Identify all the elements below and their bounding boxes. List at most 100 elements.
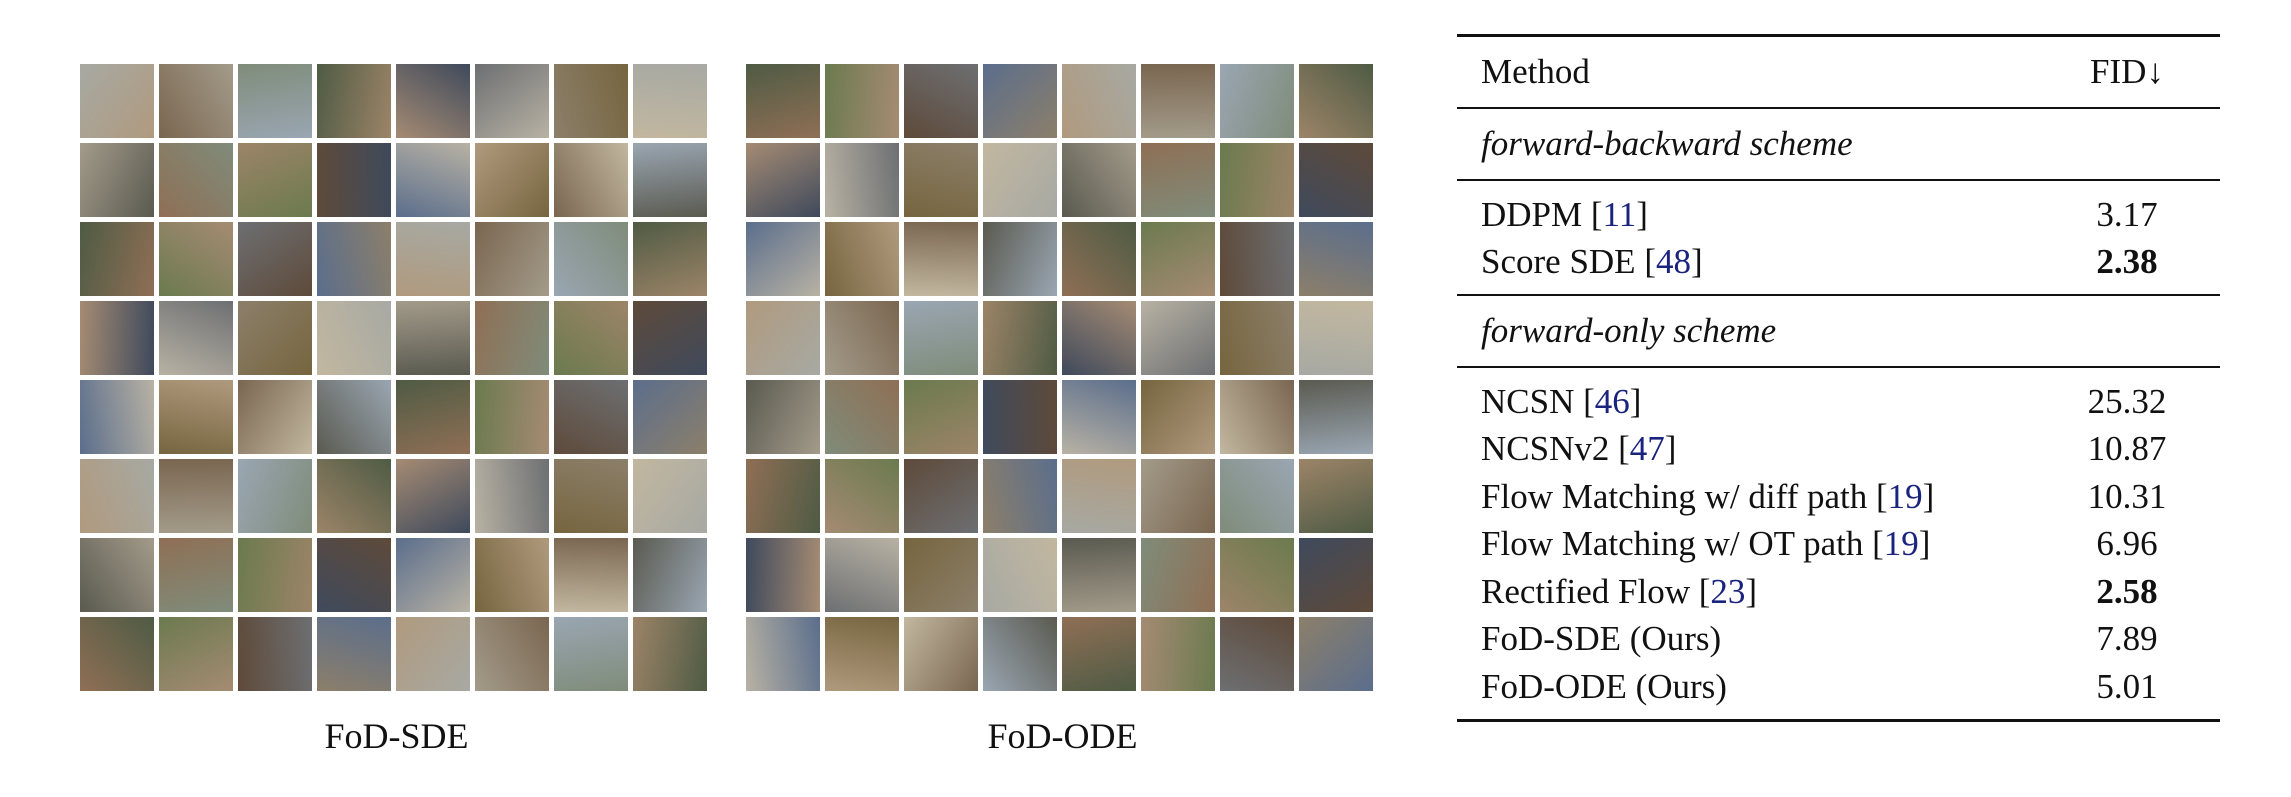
sample-image-tile	[1062, 617, 1136, 691]
header-fid: FID↓	[2090, 52, 2164, 91]
method-name: FoD-ODE (Ours)	[1481, 666, 1727, 706]
sample-image-tile	[396, 459, 470, 533]
fid-value: 10.87	[2087, 429, 2167, 469]
fid-value: 10.31	[2087, 476, 2167, 516]
section-rule	[1457, 366, 2220, 368]
sample-image-tile	[746, 617, 820, 691]
sample-image-tile	[633, 222, 707, 296]
sample-image-tile	[825, 617, 899, 691]
sample-grid-fod-sde	[80, 64, 707, 691]
sample-image-tile	[238, 222, 312, 296]
sample-image-tile	[825, 64, 899, 138]
sample-image-tile	[633, 380, 707, 454]
sample-image-tile	[80, 222, 154, 296]
sample-image-tile	[1299, 222, 1373, 296]
sample-image-tile	[1220, 380, 1294, 454]
sample-image-tile	[317, 617, 391, 691]
citation-link[interactable]: 23	[1710, 571, 1746, 611]
table-row: FoD-ODE (Ours) 5.01	[1457, 663, 2220, 711]
citation-link[interactable]: 47	[1629, 429, 1665, 469]
sample-image-tile	[475, 301, 549, 375]
sample-image-tile	[746, 301, 820, 375]
section-title: forward-only scheme	[1457, 296, 2220, 366]
sample-image-tile	[159, 143, 233, 217]
table-row: NCSNv2 [47] 10.87	[1457, 426, 2220, 474]
sample-image-tile	[554, 143, 628, 217]
sample-image-tile	[317, 538, 391, 612]
sample-image-tile	[633, 459, 707, 533]
table-row: Flow Matching w/ diff path [19] 10.31	[1457, 473, 2220, 521]
fid-value: 2.38	[2096, 242, 2158, 282]
table-bottom-rule	[1457, 718, 2220, 722]
sample-image-tile	[1141, 222, 1215, 296]
sample-image-tile	[1062, 380, 1136, 454]
sample-image-tile	[825, 380, 899, 454]
caption-fod-ode: FoD-ODE	[987, 716, 1138, 756]
table-row: Rectified Flow [23] 2.58	[1457, 568, 2220, 616]
sample-image-tile	[80, 459, 154, 533]
method-name: DDPM [11]	[1481, 194, 1648, 234]
fid-value: 6.96	[2096, 524, 2158, 564]
fid-value: 25.32	[2087, 381, 2167, 421]
sample-image-tile	[1062, 301, 1136, 375]
sample-image-tile	[396, 64, 470, 138]
header-rule	[1457, 107, 2220, 109]
method-name: Score SDE [48]	[1481, 242, 1703, 282]
method-name: Flow Matching w/ OT path [19]	[1481, 524, 1931, 564]
sample-image-tile	[1220, 617, 1294, 691]
method-name: FoD-SDE (Ours)	[1481, 619, 1722, 659]
fid-results-table: Method FID↓ forward-backward scheme DDPM …	[1457, 34, 2220, 722]
sample-grid-fod-ode	[746, 64, 1373, 691]
sample-image-tile	[825, 538, 899, 612]
sample-image-tile	[159, 64, 233, 138]
sample-image-tile	[1141, 538, 1215, 612]
sample-image-tile	[238, 301, 312, 375]
sample-image-tile	[1299, 143, 1373, 217]
sample-image-tile	[1220, 222, 1294, 296]
sample-image-tile	[746, 459, 820, 533]
citation-link[interactable]: 46	[1594, 381, 1630, 421]
sample-image-tile	[554, 380, 628, 454]
table-row: DDPM [11] 3.17	[1457, 191, 2220, 239]
sample-image-tile	[159, 459, 233, 533]
citation-link[interactable]: 19	[1883, 524, 1919, 564]
sample-image-tile	[475, 617, 549, 691]
method-name: NCSNv2 [47]	[1481, 429, 1677, 469]
sample-image-tile	[1141, 301, 1215, 375]
sample-image-tile	[1299, 64, 1373, 138]
sample-image-tile	[238, 459, 312, 533]
sample-image-tile	[746, 143, 820, 217]
sample-image-tile	[983, 617, 1057, 691]
table-body: forward-backward scheme DDPM [11] 3.17 Scor…	[1457, 109, 2220, 722]
section-title-text: forward-backward scheme	[1481, 124, 1853, 163]
sample-image-tile	[904, 222, 978, 296]
sample-image-tile	[80, 64, 154, 138]
sample-image-tile	[159, 301, 233, 375]
sample-image-tile	[475, 538, 549, 612]
sample-image-tile	[396, 143, 470, 217]
citation-link[interactable]: 48	[1655, 242, 1691, 282]
sample-image-tile	[1062, 64, 1136, 138]
sample-image-tile	[825, 301, 899, 375]
sample-image-tile	[1220, 64, 1294, 138]
sample-image-tile	[983, 222, 1057, 296]
method-name: Flow Matching w/ diff path [19]	[1481, 476, 1935, 516]
sample-image-tile	[554, 538, 628, 612]
sample-image-tile	[1220, 538, 1294, 612]
sample-image-tile	[317, 143, 391, 217]
table-row: NCSN [46] 25.32	[1457, 378, 2220, 426]
sample-image-tile	[317, 301, 391, 375]
sample-image-tile	[983, 64, 1057, 138]
citation-link[interactable]: 11	[1602, 194, 1637, 234]
section-body: NCSN [46] 25.32 NCSNv2 [47] 10.87 Flow Match…	[1457, 368, 2220, 719]
sample-image-tile	[1299, 459, 1373, 533]
sample-image-tile	[317, 64, 391, 138]
citation-link[interactable]: 19	[1887, 476, 1923, 516]
section-title-text: forward-only scheme	[1481, 311, 1777, 350]
sample-image-tile	[396, 538, 470, 612]
sample-image-tile	[238, 64, 312, 138]
sample-image-tile	[80, 538, 154, 612]
sample-image-tile	[1141, 64, 1215, 138]
fid-value: 2.58	[2096, 571, 2158, 611]
sample-image-tile	[1220, 143, 1294, 217]
